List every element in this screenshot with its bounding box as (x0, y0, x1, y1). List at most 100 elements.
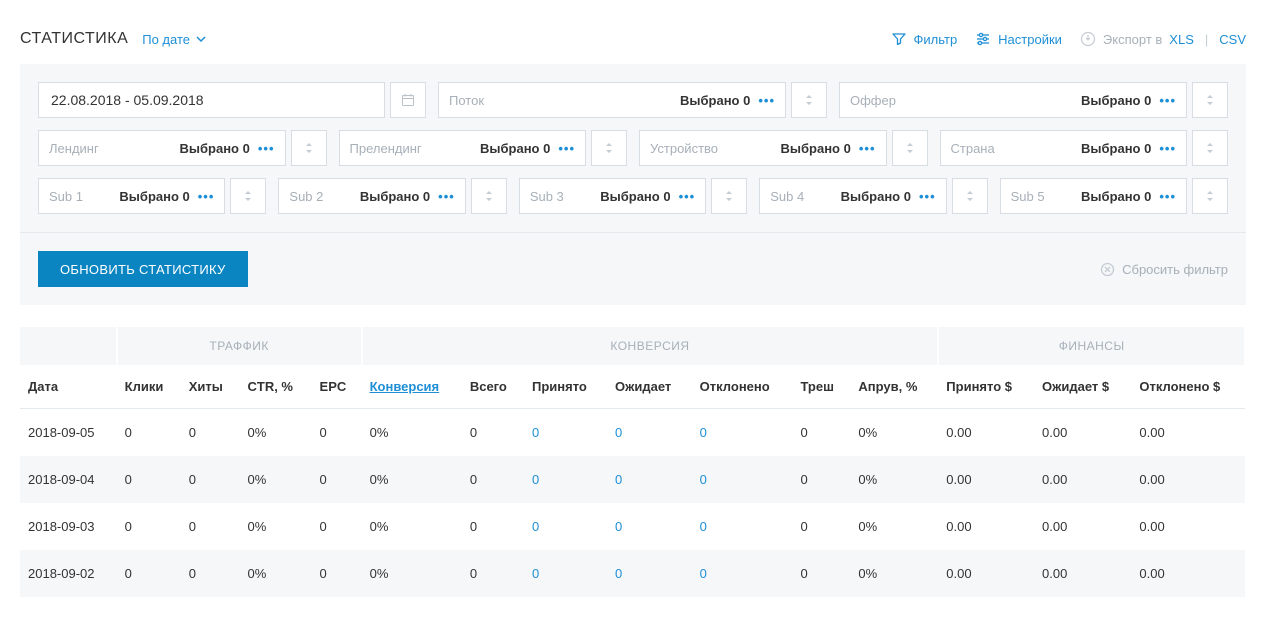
reset-filter-button[interactable]: Сбросить фильтр (1100, 262, 1228, 277)
cell-link[interactable]: 0 (700, 425, 707, 440)
sort-icon (724, 189, 734, 203)
cell-link[interactable]: 0 (615, 519, 622, 534)
table-cell: 0 (462, 456, 524, 503)
cell-link[interactable]: 0 (615, 566, 622, 581)
table-group-header (20, 327, 117, 365)
filter-select-value: Выбрано 0 (1081, 189, 1151, 204)
table-column-header[interactable]: Принято (524, 365, 607, 409)
filter-select-value: Выбрано 0 (119, 189, 189, 204)
filter-sort-button[interactable] (791, 82, 827, 118)
table-cell: 0% (362, 503, 462, 550)
table-cell: 0% (850, 550, 938, 597)
filter-select-r2-3: СтранаВыбрано 0••• (940, 130, 1229, 166)
table-cell: 0% (850, 456, 938, 503)
date-picker-button[interactable] (390, 82, 426, 118)
filter-select-label: Поток (449, 93, 484, 108)
ellipsis-icon[interactable]: ••• (1159, 189, 1176, 204)
filter-sort-button[interactable] (591, 130, 627, 166)
filter-select-value: Выбрано 0 (841, 189, 911, 204)
table-column-header[interactable]: Треш (792, 365, 850, 409)
export-csv[interactable]: CSV (1219, 32, 1246, 47)
settings-label: Настройки (998, 32, 1062, 47)
ellipsis-icon[interactable]: ••• (438, 189, 455, 204)
table-column-header[interactable]: EPC (312, 365, 362, 409)
ellipsis-icon[interactable]: ••• (1159, 93, 1176, 108)
filter-select[interactable]: ЛендингВыбрано 0••• (38, 130, 286, 166)
update-stats-button[interactable]: ОБНОВИТЬ СТАТИСТИКУ (38, 251, 248, 287)
settings-action[interactable]: Настройки (975, 31, 1062, 47)
cell-link[interactable]: 0 (615, 425, 622, 440)
filter-sort-button[interactable] (1192, 130, 1228, 166)
table-column-header[interactable]: Ожидает (607, 365, 692, 409)
filter-select[interactable]: СтранаВыбрано 0••• (940, 130, 1188, 166)
filter-select-label: Страна (951, 141, 995, 156)
table-cell: 0% (239, 456, 311, 503)
table-cell: 0.00 (938, 456, 1034, 503)
ellipsis-icon[interactable]: ••• (1159, 141, 1176, 156)
ellipsis-icon[interactable]: ••• (198, 189, 215, 204)
table-column-header[interactable]: Конверсия (362, 365, 462, 409)
filter-select[interactable]: Sub 2Выбрано 0••• (278, 178, 465, 214)
filter-select-label: Устройство (650, 141, 718, 156)
table-cell: 0 (792, 409, 850, 457)
filter-sort-button[interactable] (892, 130, 928, 166)
column-link[interactable]: Конверсия (370, 379, 440, 394)
sort-icon (1205, 93, 1215, 107)
filter-select[interactable]: ОфферВыбрано 0••• (839, 82, 1187, 118)
filter-select[interactable]: Sub 4Выбрано 0••• (759, 178, 946, 214)
filter-select[interactable]: Sub 5Выбрано 0••• (1000, 178, 1187, 214)
date-range-input[interactable]: 22.08.2018 - 05.09.2018 (38, 82, 385, 118)
filter-sort-button[interactable] (230, 178, 266, 214)
table-column-header[interactable]: Отклонено (692, 365, 793, 409)
filter-select[interactable]: ПрелендингВыбрано 0••• (339, 130, 587, 166)
table-column-header[interactable]: Клики (117, 365, 181, 409)
table-cell: 0 (117, 550, 181, 597)
ellipsis-icon[interactable]: ••• (679, 189, 696, 204)
ellipsis-icon[interactable]: ••• (258, 141, 275, 156)
filter-select[interactable]: Sub 3Выбрано 0••• (519, 178, 706, 214)
filter-action[interactable]: Фильтр (891, 31, 958, 47)
table-cell: 0 (312, 456, 362, 503)
export-action: Экспорт в XLS | CSV (1080, 31, 1246, 47)
ellipsis-icon[interactable]: ••• (758, 93, 775, 108)
filter-select-value: Выбрано 0 (1081, 93, 1151, 108)
table-cell: 0 (117, 503, 181, 550)
filter-sort-button[interactable] (952, 178, 988, 214)
table-column-header[interactable]: Дата (20, 365, 117, 409)
cell-link[interactable]: 0 (615, 472, 622, 487)
cell-link[interactable]: 0 (700, 566, 707, 581)
ellipsis-icon[interactable]: ••• (859, 141, 876, 156)
table-column-header[interactable]: Принято $ (938, 365, 1034, 409)
cell-link[interactable]: 0 (700, 472, 707, 487)
filter-sort-button[interactable] (711, 178, 747, 214)
table-column-header[interactable]: Ожидает $ (1034, 365, 1131, 409)
table-column-header[interactable]: Отклонено $ (1131, 365, 1245, 409)
table-cell: 2018-09-05 (20, 409, 117, 457)
table-column-header[interactable]: CTR, % (239, 365, 311, 409)
cell-link[interactable]: 0 (532, 566, 539, 581)
filter-sort-button[interactable] (471, 178, 507, 214)
cell-link[interactable]: 0 (532, 519, 539, 534)
table-cell: 0 (692, 550, 793, 597)
view-by-dropdown[interactable]: По дате (142, 32, 206, 47)
filter-select[interactable]: ПотокВыбрано 0••• (438, 82, 786, 118)
table-columns-row: ДатаКликиХитыCTR, %EPCКонверсияВсегоПрин… (20, 365, 1245, 409)
ellipsis-icon[interactable]: ••• (558, 141, 575, 156)
table-column-header[interactable]: Хиты (181, 365, 240, 409)
filter-select[interactable]: Sub 1Выбрано 0••• (38, 178, 225, 214)
export-xls[interactable]: XLS (1169, 32, 1194, 47)
table-row: 2018-09-03000%00%000000%0.000.000.00 (20, 503, 1245, 550)
ellipsis-icon[interactable]: ••• (919, 189, 936, 204)
cell-link[interactable]: 0 (532, 425, 539, 440)
filter-sort-button[interactable] (1192, 178, 1228, 214)
table-cell: 0 (792, 503, 850, 550)
cell-link[interactable]: 0 (700, 519, 707, 534)
table-column-header[interactable]: Всего (462, 365, 524, 409)
filter-sort-button[interactable] (1192, 82, 1228, 118)
filter-select-r3-2: Sub 3Выбрано 0••• (519, 178, 747, 214)
filter-sort-button[interactable] (291, 130, 327, 166)
table-cell: 0 (607, 409, 692, 457)
cell-link[interactable]: 0 (532, 472, 539, 487)
filter-select[interactable]: УстройствоВыбрано 0••• (639, 130, 887, 166)
table-column-header[interactable]: Апрув, % (850, 365, 938, 409)
